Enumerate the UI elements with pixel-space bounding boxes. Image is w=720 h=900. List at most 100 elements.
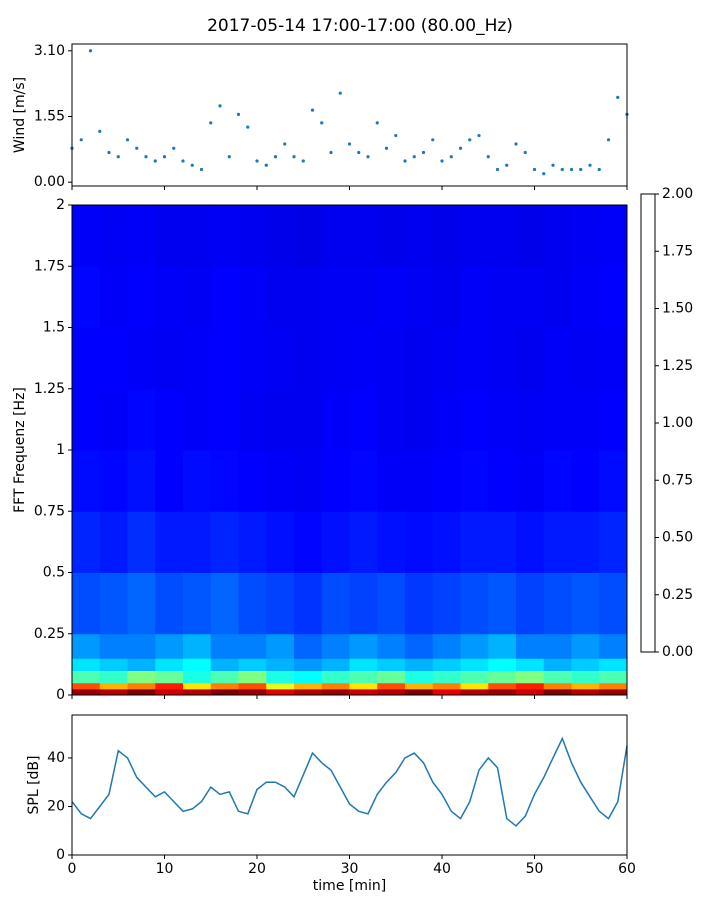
heatmap-cell	[266, 658, 295, 671]
y-tick-label: 0.75	[34, 503, 65, 519]
heatmap-cell	[432, 388, 461, 451]
heatmap-cell	[599, 511, 628, 573]
heatmap-cell	[349, 633, 378, 659]
heatmap-cell	[599, 658, 628, 671]
heatmap-cell	[571, 688, 600, 696]
scatter-point	[98, 129, 102, 133]
heatmap-cell	[321, 670, 350, 684]
heatmap-cell	[516, 450, 545, 512]
heatmap-cell	[72, 266, 101, 328]
heatmap-cell	[72, 682, 101, 690]
heatmap-cell	[571, 670, 600, 684]
chart-title: 2017-05-14 17:00-17:00 (80.00_Hz)	[207, 16, 513, 36]
heatmap-cell	[432, 511, 461, 573]
heatmap-cell	[349, 205, 378, 267]
heatmap-cell	[266, 688, 295, 696]
heatmap-cell	[127, 633, 156, 659]
heatmap-cell	[183, 511, 212, 573]
heatmap-cell	[99, 670, 128, 684]
heatmap-cell	[210, 450, 239, 512]
heatmap-cell	[405, 205, 434, 267]
heatmap-cell	[155, 658, 184, 671]
heatmap-cell	[238, 572, 267, 635]
scatter-point	[79, 138, 83, 142]
scatter-point	[236, 112, 241, 116]
scatter-point	[116, 155, 120, 159]
heatmap-cell	[349, 266, 378, 328]
heatmap-cell	[210, 682, 239, 690]
scatter-point	[616, 95, 620, 100]
heatmap-cell	[405, 511, 434, 573]
scatter-point	[366, 155, 370, 159]
heatmap-cell	[155, 633, 184, 659]
heatmap-cell	[599, 327, 628, 390]
colorbar	[640, 193, 656, 653]
scatter-point	[560, 167, 564, 172]
heatmap-cell	[238, 388, 267, 451]
scatter-point	[431, 138, 435, 142]
heatmap-cell	[294, 658, 323, 671]
scatter-point	[209, 121, 213, 125]
heatmap-cell	[377, 450, 406, 512]
heatmap-cell	[294, 572, 323, 635]
heatmap-cell	[460, 327, 489, 390]
heatmap-cell	[266, 511, 295, 573]
heatmap-cell	[488, 511, 517, 573]
heatmap-cell	[599, 670, 628, 684]
heatmap-cell	[238, 670, 267, 684]
heatmap-cell	[405, 572, 434, 635]
x-tick-label: 0	[68, 861, 77, 877]
scatter-point	[532, 167, 537, 172]
heatmap-cell	[460, 633, 489, 659]
scatter-point	[606, 138, 611, 142]
heatmap-cell	[516, 633, 545, 659]
scatter-point	[412, 155, 416, 159]
heatmap-cell	[405, 327, 434, 390]
scatter-point	[449, 155, 453, 159]
heatmap-cell	[377, 205, 406, 267]
heatmap-cell	[294, 388, 323, 451]
heatmap-cell	[321, 266, 350, 328]
heatmap-cell	[460, 682, 489, 690]
heatmap-cell	[377, 266, 406, 328]
heatmap-cell	[321, 572, 350, 635]
heatmap-cell	[210, 633, 239, 659]
x-tick-label: 10	[156, 861, 174, 877]
heatmap-cell	[488, 658, 517, 671]
heatmap-cell	[210, 511, 239, 573]
heatmap-cell	[516, 658, 545, 671]
heatmap-cell	[599, 633, 628, 659]
heatmap-cell	[266, 633, 295, 659]
heatmap-cell	[321, 511, 350, 573]
heatmap-cell	[599, 388, 628, 451]
heatmap-cell	[238, 633, 267, 659]
y-tick-label: 0	[56, 847, 65, 863]
heatmap-cell	[460, 670, 489, 684]
colorbar-tick-label: 0.25	[662, 587, 693, 603]
heatmap-cell	[516, 266, 545, 328]
heatmap-cell	[238, 682, 267, 690]
scatter-point	[551, 163, 555, 167]
heatmap-cell	[571, 450, 600, 512]
scatter-point	[477, 133, 481, 138]
heatmap-cell	[543, 511, 572, 573]
y-tick-label: 1.5	[43, 320, 65, 336]
heatmap-cell	[294, 633, 323, 659]
heatmap-cell	[155, 205, 184, 267]
heatmap-cell	[432, 450, 461, 512]
x-tick-label: 40	[433, 861, 451, 877]
heatmap-cell	[321, 327, 350, 390]
scatter-point	[264, 163, 268, 167]
heatmap-cell	[349, 327, 378, 390]
heatmap-cell	[72, 688, 101, 696]
heatmap-cell	[349, 450, 378, 512]
heatmap-cell	[432, 633, 461, 659]
x-tick-label: 30	[341, 861, 359, 877]
heatmap-cell	[155, 572, 184, 635]
heatmap-cell	[571, 682, 600, 690]
heatmap-cell	[127, 688, 156, 696]
heatmap-cell	[155, 266, 184, 328]
scatter-point	[597, 167, 601, 172]
heatmap-cell	[210, 388, 239, 451]
heatmap-cell	[543, 682, 572, 690]
